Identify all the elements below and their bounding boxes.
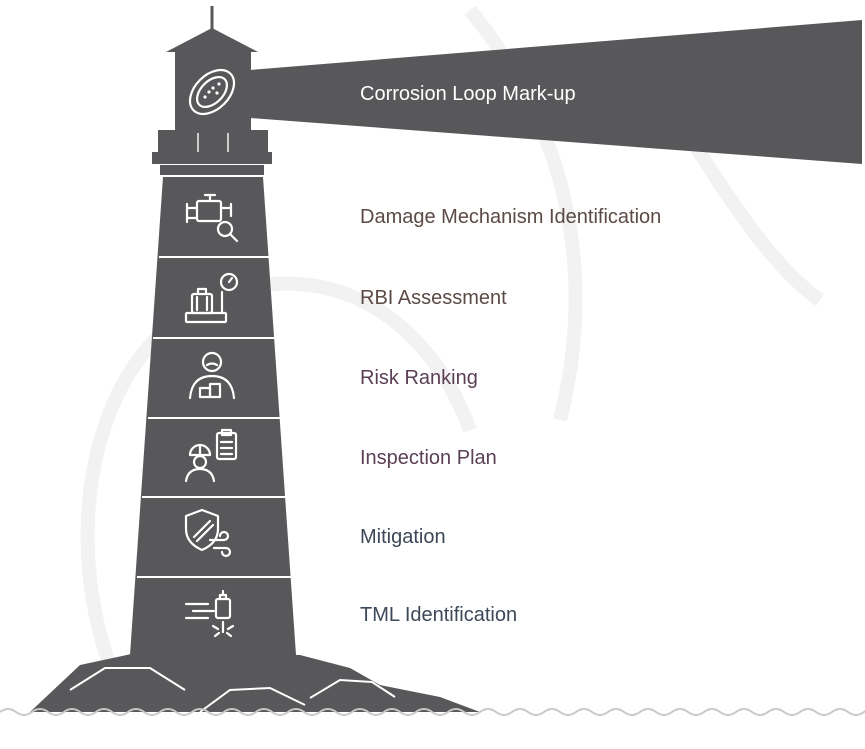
corrosion-patch-icon	[188, 68, 236, 116]
lantern-room	[175, 52, 251, 132]
gallery-railing	[152, 130, 272, 175]
rocks	[30, 650, 480, 713]
step-label-tml-identification: TML Identification	[360, 604, 518, 626]
step-label-risk-ranking: Risk Ranking	[360, 367, 478, 389]
lighthouse-roof	[166, 28, 258, 52]
step-label-inspection-plan: Inspection Plan	[360, 447, 497, 469]
engineer-clipboard-icon	[184, 428, 238, 483]
ground-line	[0, 708, 865, 716]
worried-person-icon	[188, 351, 236, 400]
spark-plug-icon	[184, 589, 235, 638]
step-label-damage-mechanism: Damage Mechanism Identification	[360, 206, 662, 228]
luggage-scale-icon	[184, 272, 239, 324]
valve-inspection-icon	[185, 193, 239, 243]
shield-wind-icon	[184, 508, 232, 558]
light-beam	[250, 20, 862, 164]
tower-separators	[137, 256, 292, 578]
lighthouse-tower	[130, 177, 296, 655]
step-label-mitigation: Mitigation	[360, 526, 446, 548]
step-label-rbi-assessment: RBI Assessment	[360, 287, 507, 309]
beam-label: Corrosion Loop Mark-up	[360, 83, 576, 105]
